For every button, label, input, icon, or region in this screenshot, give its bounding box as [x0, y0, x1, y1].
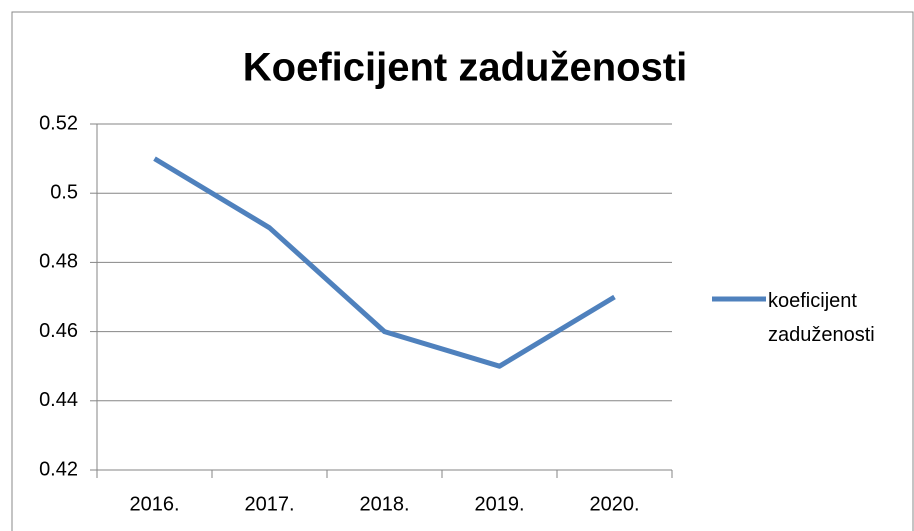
- x-tick-label: 2020.: [589, 493, 639, 515]
- y-tick-label: 0.46: [39, 320, 78, 342]
- chart-border: [11, 11, 914, 531]
- x-tick-label: 2019.: [474, 493, 524, 515]
- y-tick-label: 0.48: [39, 251, 78, 273]
- x-tick-label: 2016.: [129, 493, 179, 515]
- x-tick-label: 2018.: [359, 493, 409, 515]
- line-series: [153, 156, 616, 369]
- y-tick-label: 0.44: [39, 389, 78, 411]
- chart-title: Koeficijent zaduženosti: [243, 46, 688, 90]
- x-tick-label: 2017.: [244, 493, 294, 515]
- y-tick-label: 0.52: [39, 112, 78, 134]
- legend-label: koeficijent zaduženosti: [768, 290, 875, 346]
- y-tick-label: 0.42: [39, 458, 78, 480]
- y-tick-label: 0.5: [50, 181, 78, 203]
